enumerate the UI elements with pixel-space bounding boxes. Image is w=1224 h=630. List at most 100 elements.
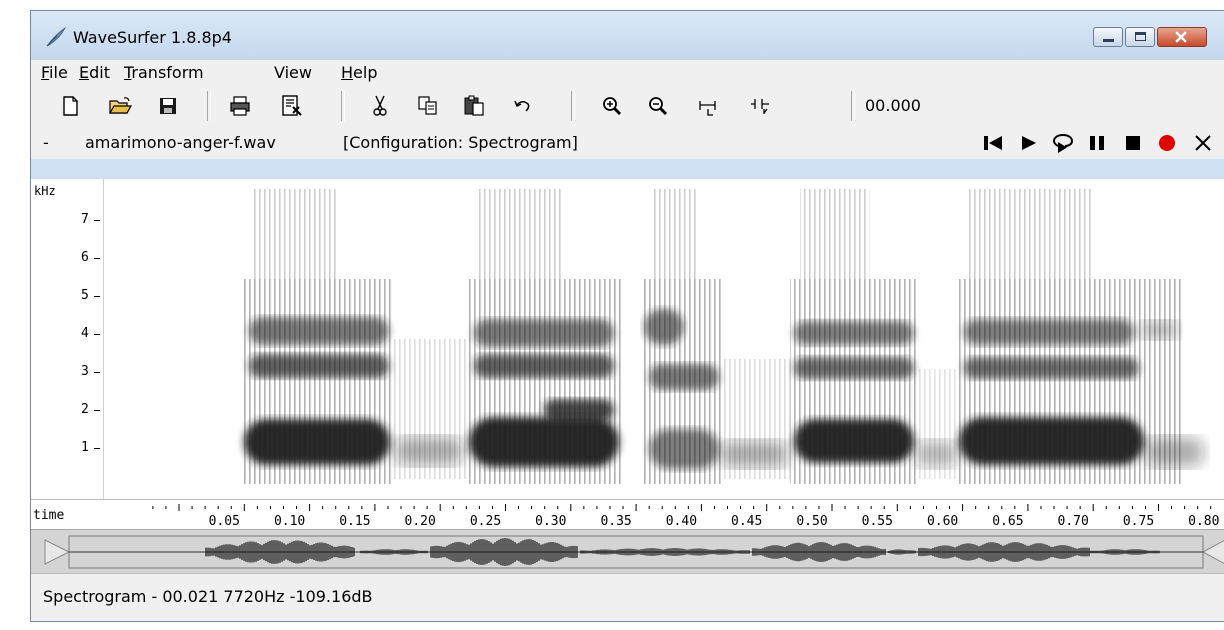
waveform-scrollbar[interactable] [31,529,1224,574]
menu-transform[interactable]: Transform [124,63,204,82]
frequency-tick-mark [94,410,100,411]
menu-help[interactable]: Help [341,63,378,82]
open-folder-icon[interactable] [107,93,133,119]
toolbar-separator [571,91,575,121]
spectrogram-formant [544,399,614,421]
record-icon[interactable] [1155,131,1179,155]
time-tick-label: 0.50 [796,514,827,529]
time-tick-label: 0.45 [731,514,762,529]
time-tick-label: 0.30 [535,514,566,529]
toolbar-separator [341,91,345,121]
configuration-label: [Configuration: Spectrogram] [343,133,578,152]
spectrogram-formant [914,441,959,467]
menu-view[interactable]: View [274,63,312,82]
save-icon[interactable] [155,93,181,119]
spectrogram-formant [394,437,464,465]
time-tick-label: 0.55 [862,514,893,529]
close-window-button[interactable] [1157,27,1207,47]
print-icon[interactable] [227,93,253,119]
title-bar[interactable]: WaveSurfer 1.8.8p4 [31,11,1224,59]
time-readout: 00.000 [865,96,921,115]
waveform-overview [205,538,1160,566]
frequency-tick-label: 6 [81,250,89,265]
spectrogram-formant [469,417,619,467]
time-axis-label: time [33,508,65,523]
spectrogram-harmonics [967,189,1092,279]
spectrogram-harmonics [479,189,563,279]
cut-icon[interactable] [367,93,393,119]
spectrogram-formant [719,441,789,467]
play-loop-icon[interactable] [1051,131,1075,155]
spectrogram-formant [1139,321,1179,339]
spectrogram-harmonics [254,189,337,279]
paste-icon[interactable] [461,93,487,119]
frequency-tick-mark [94,296,100,297]
maximize-button[interactable] [1125,27,1155,47]
spectrogram-formant [959,417,1144,465]
frequency-tick-mark [94,448,100,449]
close-icon[interactable] [1191,131,1215,155]
wavesurfer-window: WaveSurfer 1.8.8p4 File Edit Transform V… [30,10,1224,622]
menu-file[interactable]: File [41,63,68,82]
time-tick-label: 0.65 [992,514,1023,529]
spectrogram-formant [794,419,914,463]
rewind-icon[interactable] [981,131,1005,155]
spectrogram-harmonics [800,189,870,279]
time-tick-label: 0.15 [339,514,370,529]
toolbar-separator [207,91,211,121]
spectrogram-formant [474,354,614,378]
status-bar: Spectrogram - 00.021 7720Hz -109.16dB [31,573,1224,621]
zoom-to-selection-icon[interactable] [695,93,721,119]
spectrogram-formant [794,321,914,345]
minimize-button[interactable] [1093,27,1123,47]
frequency-tick-mark [94,258,100,259]
frequency-tick-label: 1 [81,440,89,455]
sound-header: - amarimono-anger-f.wav [Configuration: … [31,125,1224,159]
toolbar: 00.000 [31,85,1224,126]
copy-icon[interactable] [415,93,441,119]
pause-icon[interactable] [1085,131,1109,155]
spectrogram-formant [964,319,1134,345]
collapse-toggle[interactable]: - [43,133,49,152]
status-text: Spectrogram - 00.021 7720Hz -109.16dB [43,587,373,606]
spectrogram-formant [649,364,719,390]
zoom-all-icon[interactable] [747,93,773,119]
zoom-in-icon[interactable] [599,93,625,119]
time-tick-label: 0.25 [470,514,501,529]
sound-filename: amarimono-anger-f.wav [85,133,276,152]
spectrogram-formant [474,319,614,347]
menu-edit[interactable]: Edit [79,63,110,82]
properties-icon[interactable] [279,93,305,119]
frequency-tick-mark [94,220,100,221]
spectrogram-image[interactable] [104,179,1224,499]
spectrogram-harmonics [651,189,697,279]
time-tick-label: 0.20 [405,514,436,529]
undo-icon[interactable] [509,93,535,119]
time-tick-label: 0.35 [600,514,631,529]
frequency-unit: kHz [34,184,56,198]
new-file-icon[interactable] [57,93,83,119]
frequency-axis: kHz 7 6 5 4 3 2 1 [31,179,104,499]
time-axis: time 0.05 0.10 0.15 0.20 0.25 0.30 0.35 0.40 0.4… [31,499,1224,530]
spectrogram-formant [249,354,389,378]
scroll-right-arrow-icon[interactable] [1201,539,1224,565]
spectrogram-formant [794,357,914,379]
time-tick-label: 0.70 [1058,514,1089,529]
play-icon[interactable] [1017,131,1041,155]
stop-icon[interactable] [1121,131,1145,155]
frequency-tick-mark [94,372,100,373]
time-tick-label: 0.75 [1123,514,1154,529]
spectrogram-pane[interactable]: kHz 7 6 5 4 3 2 1 [31,179,1224,499]
time-ruler: 0.05 0.10 0.15 0.20 0.25 0.30 0.35 0.40 0.45 0.50… [152,504,1219,529]
time-tick-label: 0.05 [209,514,240,529]
frequency-tick-label: 5 [81,288,89,303]
spectrogram-formant [964,357,1139,379]
spectrogram-formant [249,317,389,345]
frequency-tick-mark [94,334,100,335]
window-title: WaveSurfer 1.8.8p4 [73,28,232,47]
frequency-tick-label: 7 [81,212,89,227]
menu-bar: File Edit Transform View Help [31,59,1224,86]
scroll-left-arrow-icon[interactable] [44,539,71,565]
zoom-out-icon[interactable] [645,93,671,119]
time-tick-label: 0.60 [927,514,958,529]
